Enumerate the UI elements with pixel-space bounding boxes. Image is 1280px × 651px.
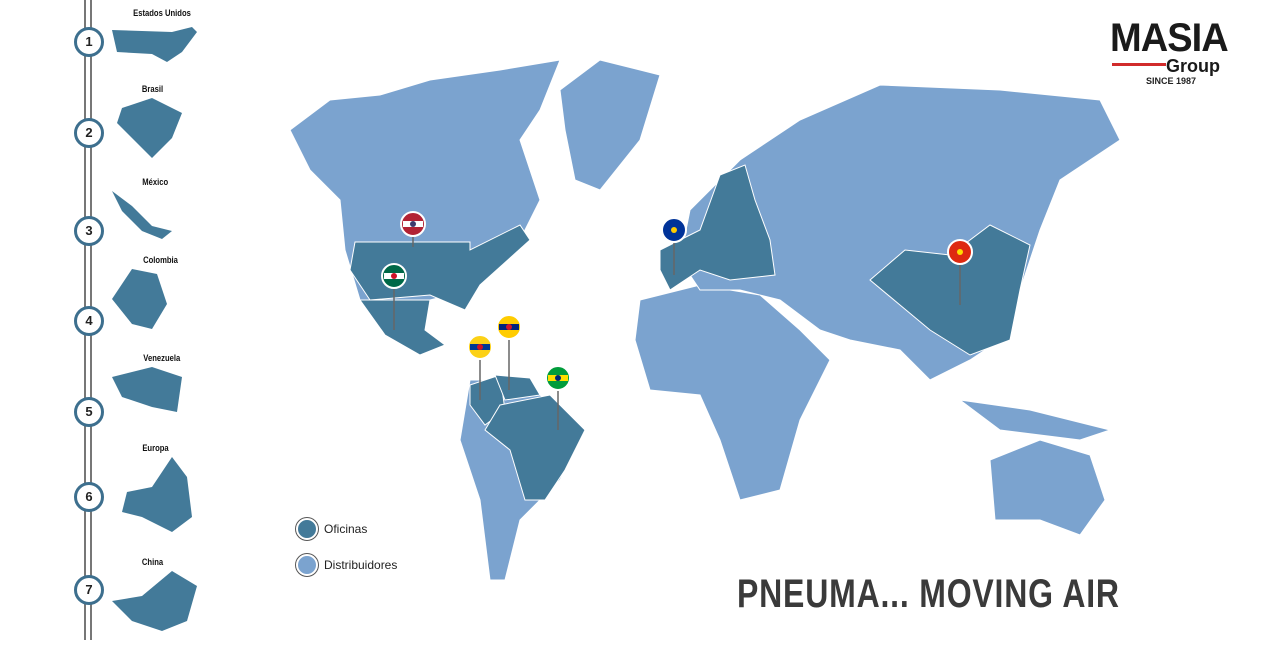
distributors-swatch (296, 554, 318, 576)
timeline-label: China (141, 557, 164, 567)
colombia-pin (467, 334, 493, 400)
logo-name: MASIA (1110, 16, 1229, 60)
eu-pin (661, 217, 687, 275)
timeline-step-7: 7 (74, 575, 104, 605)
china-pin (947, 239, 973, 305)
logo-since: SINCE 1987 (1146, 76, 1197, 86)
timeline-label: Colombia (143, 255, 178, 265)
mexico-region (359, 299, 447, 356)
brazil-pin (545, 365, 571, 430)
country-silhouette (112, 269, 167, 329)
timeline-step-5: 5 (74, 397, 104, 427)
timeline-step-2: 2 (74, 118, 104, 148)
legend-offices: Oficinas (296, 518, 367, 540)
logo-red-line (1112, 63, 1166, 66)
country-silhouette (112, 571, 197, 631)
greenland (559, 59, 661, 191)
timeline-label: Europa (142, 443, 169, 453)
australia (989, 439, 1106, 536)
legend-distributors: Distribuidores (296, 554, 397, 576)
mexico-pin (381, 263, 407, 330)
masia-logo: MASIA Group SINCE 1987 (1110, 16, 1245, 86)
venezuela-pin (496, 314, 522, 390)
timeline-label: Estados Unidos (133, 8, 191, 18)
offices-swatch (296, 518, 318, 540)
brazil-region (484, 394, 586, 501)
legend-distributors-label: Distribuidores (324, 558, 398, 572)
logo-sub: Group (1166, 56, 1220, 76)
southeast-asia (959, 399, 1112, 441)
africa (634, 284, 831, 501)
country-silhouette (112, 367, 182, 412)
timeline-step-3: 3 (74, 216, 104, 246)
china-region (869, 224, 1031, 356)
legend-offices-label: Oficinas (324, 522, 368, 536)
country-silhouette (112, 27, 197, 62)
slogan: PNEUMA... MOVING AIR (737, 572, 1120, 616)
venezuela-region (494, 374, 541, 401)
usa-pin (400, 211, 426, 247)
europe-region (659, 164, 776, 291)
timeline-step-4: 4 (74, 306, 104, 336)
country-silhouette (112, 191, 172, 239)
timeline-label: México (142, 177, 169, 187)
timeline-step-1: 1 (74, 27, 104, 57)
country-silhouette (117, 98, 182, 158)
timeline-label: Brasil (141, 84, 164, 94)
timeline-step-6: 6 (74, 482, 104, 512)
timeline-label: Venezuela (143, 353, 181, 363)
country-silhouette (122, 457, 192, 532)
